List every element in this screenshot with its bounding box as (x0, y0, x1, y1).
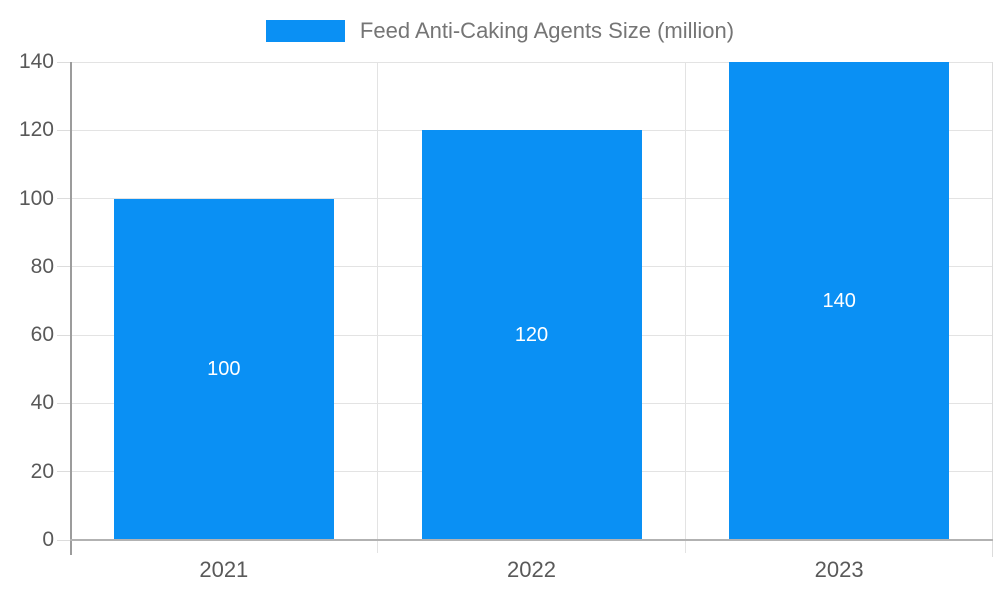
plot-right-border (992, 62, 993, 557)
y-tick-120 (57, 129, 70, 131)
bar-2022[interactable]: 120 (421, 130, 642, 540)
y-tick-0 (57, 539, 70, 541)
y-tick-label-20: 20 (30, 459, 54, 483)
legend-label: Feed Anti-Caking Agents Size (million) (359, 18, 735, 43)
bar-value-label-2022: 120 (514, 323, 549, 346)
x-axis-line (70, 539, 993, 541)
category-separator-2 (684, 62, 686, 553)
y-tick-label-100: 100 (18, 186, 54, 210)
bar-2021[interactable]: 100 (113, 198, 334, 540)
legend-swatch (265, 20, 345, 42)
x-tick-label-2023: 2023 (814, 557, 864, 582)
bar-2023[interactable]: 140 (729, 62, 950, 540)
y-tick-label-140: 140 (18, 50, 54, 73)
y-tick-label-80: 80 (30, 254, 54, 278)
legend[interactable]: Feed Anti-Caking Agents Size (million) (0, 18, 1000, 44)
x-tick-label-2021: 2021 (199, 557, 249, 582)
gridline-140 (70, 61, 993, 63)
bar-value-label-2021: 100 (207, 357, 241, 380)
y-tick-100 (57, 198, 70, 200)
y-tick-label-120: 120 (18, 118, 54, 142)
y-tick-label-60: 60 (30, 323, 54, 347)
y-tick-label-0: 0 (42, 528, 54, 551)
plot-area: 100 120 140 (57, 61, 993, 557)
y-tick-140 (57, 61, 70, 63)
y-axis-line (70, 62, 72, 555)
y-tick-60 (57, 334, 70, 336)
bar-value-label-2023: 140 (822, 289, 856, 312)
y-tick-20 (57, 471, 70, 473)
y-tick-label-40: 40 (30, 391, 54, 415)
x-tick-label-2022: 2022 (507, 557, 556, 582)
category-separator-1 (377, 62, 379, 553)
y-tick-80 (57, 266, 70, 268)
y-tick-40 (57, 402, 70, 404)
